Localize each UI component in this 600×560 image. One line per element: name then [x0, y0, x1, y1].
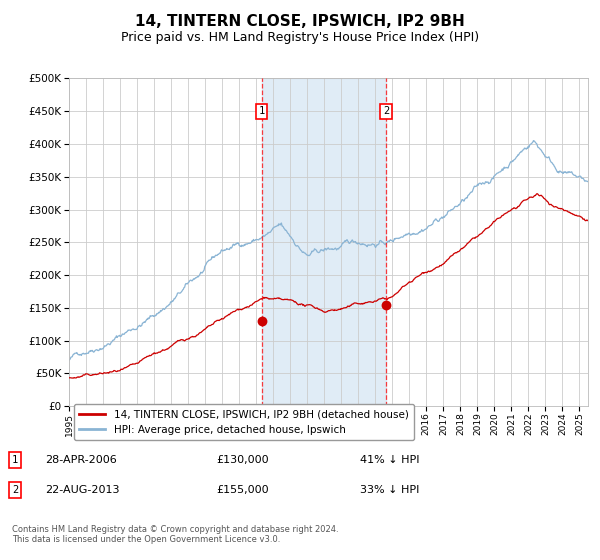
Text: £155,000: £155,000	[216, 485, 269, 495]
Text: £130,000: £130,000	[216, 455, 269, 465]
Bar	[262, 78, 386, 406]
Text: 2: 2	[383, 106, 389, 116]
Text: 33% ↓ HPI: 33% ↓ HPI	[360, 485, 419, 495]
Text: Price paid vs. HM Land Registry's House Price Index (HPI): Price paid vs. HM Land Registry's House …	[121, 31, 479, 44]
Text: 1: 1	[259, 106, 265, 116]
Point	[257, 316, 266, 325]
Text: 22-AUG-2013: 22-AUG-2013	[45, 485, 119, 495]
Text: 41% ↓ HPI: 41% ↓ HPI	[360, 455, 419, 465]
Legend: 14, TINTERN CLOSE, IPSWICH, IP2 9BH (detached house), HPI: Average price, detach: 14, TINTERN CLOSE, IPSWICH, IP2 9BH (det…	[74, 404, 414, 440]
Text: Contains HM Land Registry data © Crown copyright and database right 2024.
This d: Contains HM Land Registry data © Crown c…	[12, 525, 338, 544]
Point	[382, 300, 391, 309]
Text: 2: 2	[12, 485, 18, 495]
Text: 14, TINTERN CLOSE, IPSWICH, IP2 9BH: 14, TINTERN CLOSE, IPSWICH, IP2 9BH	[135, 14, 465, 29]
Text: 1: 1	[12, 455, 18, 465]
Text: 28-APR-2006: 28-APR-2006	[45, 455, 117, 465]
